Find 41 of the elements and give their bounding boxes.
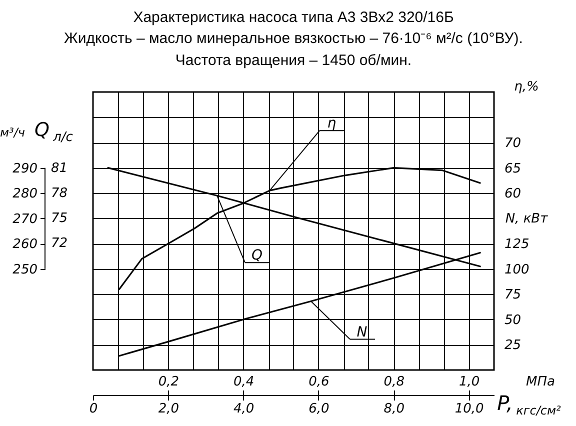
y3-tick-label: 125 bbox=[504, 237, 530, 252]
text: 72 bbox=[51, 236, 68, 251]
x-tick-label: 0,6 bbox=[308, 374, 330, 390]
chart-subtitle: Жидкость – масло минеральное вязкостью – 76·10⁻⁶ м²/с (10°ВУ). Частота вращения – 1450 об/мин. bbox=[64, 30, 523, 69]
x2-tick-label: 10,0 bbox=[454, 402, 484, 416]
x2-tick-label: 8,0 bbox=[384, 402, 404, 416]
x2-axis-title: кгс/см² bbox=[516, 404, 562, 418]
y2-tick-label: 60 bbox=[504, 186, 522, 202]
y2-tick-label: 70 bbox=[504, 136, 522, 152]
x2-tick-label: 6,0 bbox=[308, 402, 330, 416]
x2-tick-label: 2,0 bbox=[158, 402, 180, 416]
text: 75 bbox=[51, 211, 68, 226]
y3-tick-label: 75 bbox=[504, 288, 522, 303]
y-tick-label: 280 bbox=[12, 186, 38, 202]
y-tick-label: 260 bbox=[12, 237, 38, 252]
chart-title: Характеристика насоса типа А3 3Вх2 320/16Б bbox=[133, 9, 454, 26]
y3-tick-label: 50 bbox=[504, 312, 522, 328]
x-tick-label: 0,4 bbox=[233, 374, 254, 390]
y-axis-title: м³/ч bbox=[0, 126, 25, 140]
y-tick-label: 270 bbox=[12, 212, 38, 227]
y3-tick-label: 25 bbox=[504, 338, 522, 354]
text: P, bbox=[497, 391, 513, 415]
y-tick-label: 250 bbox=[12, 262, 38, 278]
text: 78 bbox=[51, 186, 68, 201]
text: 81 bbox=[51, 161, 68, 176]
text: N bbox=[356, 324, 368, 340]
text: Q bbox=[252, 248, 263, 264]
text: Q bbox=[34, 119, 50, 141]
text: η bbox=[327, 116, 336, 132]
y3-axis-title: N, кВт bbox=[505, 212, 548, 226]
y2-tick-label: 65 bbox=[504, 161, 522, 176]
x2-tick-label: 0 bbox=[89, 402, 98, 416]
y3-tick-label: 100 bbox=[504, 262, 530, 278]
y2-axis-title: η,% bbox=[514, 80, 539, 94]
x-tick-label: 0,2 bbox=[158, 374, 180, 390]
x-tick-label: 0,8 bbox=[384, 374, 404, 390]
y-tick-label: 290 bbox=[12, 161, 38, 176]
x-tick-label: 1,0 bbox=[458, 374, 480, 390]
text: л/с bbox=[52, 130, 73, 145]
x-axis-title: МПа bbox=[526, 374, 556, 390]
x2-tick-label: 4,0 bbox=[233, 402, 254, 416]
